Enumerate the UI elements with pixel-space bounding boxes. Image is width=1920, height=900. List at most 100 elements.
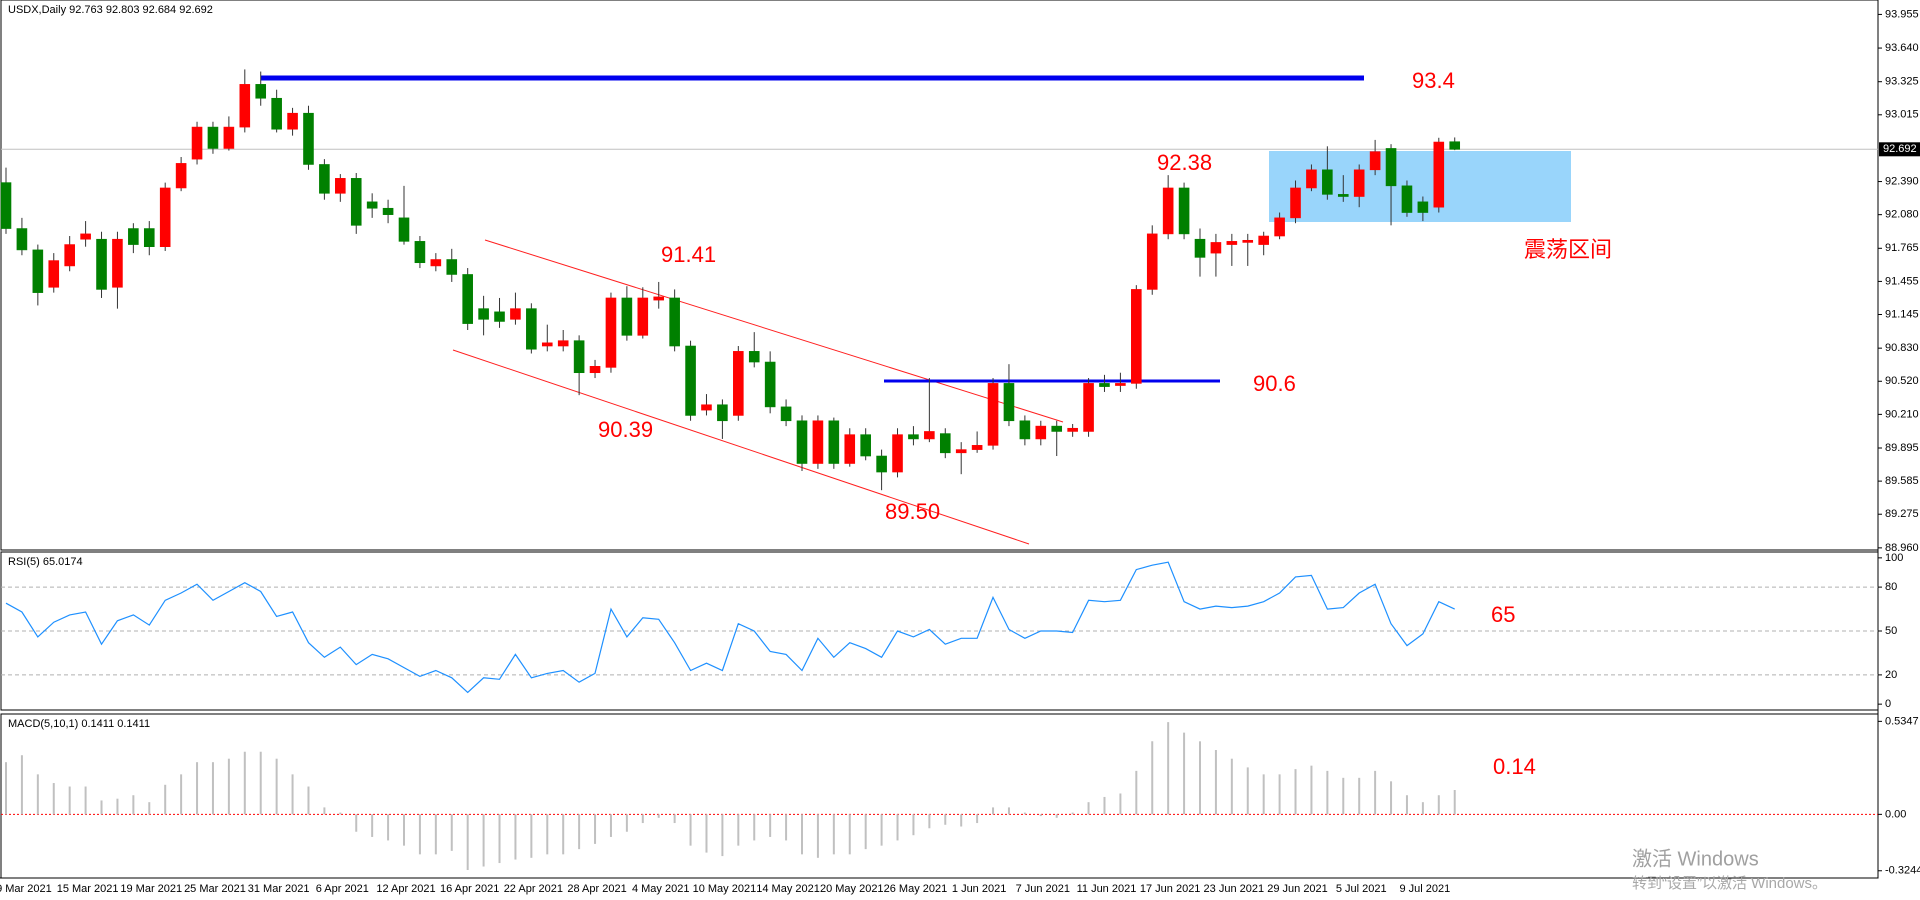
marks [0,69,1461,870]
candle-body [1401,185,1413,213]
candle-body [175,163,187,189]
y-tick-label: 91.455 [1885,275,1919,287]
candle-body [876,455,887,473]
pane-title: RSI(5) 65.0174 [8,556,83,568]
channel-upper [484,239,1064,423]
candle-body [80,233,91,240]
y-tick-label: 88.960 [1885,542,1919,554]
candle-body [128,228,139,245]
candle-body [303,112,314,165]
x-tick-label: 17 Jun 2021 [1140,883,1201,895]
candle-body [780,406,792,422]
last-price-label: 92.692 [1883,143,1917,155]
y-tick-label: 0.00 [1885,808,1906,820]
y-tick-label: 93.015 [1885,109,1919,121]
candle-body [1099,383,1110,387]
y-tick-label: 100 [1885,552,1903,564]
candle-body [1210,242,1222,254]
annotation: 89.50 [885,499,940,524]
candle-body [621,297,633,336]
x-tick-label: 16 Apr 2021 [440,883,499,895]
candle-body [828,420,840,464]
y-tick-label: 93.955 [1885,8,1919,20]
annotation: 93.4 [1412,68,1455,93]
candle-body [701,404,712,411]
y-tick-label: 90.830 [1885,342,1919,354]
candle-body [398,217,410,242]
candle-body [924,431,935,440]
candle-body [112,238,123,288]
candle-body [510,308,521,320]
candle-body [748,351,760,363]
y-tick-label: 89.585 [1885,475,1919,487]
candle-body [382,207,394,215]
y-tick-label: 90.210 [1885,408,1919,420]
candle-body [717,404,728,422]
candle-body [573,340,585,374]
candle-body [1369,151,1381,171]
y-tick-label: 0 [1885,698,1891,710]
x-tick-label: 28 Apr 2021 [567,883,626,895]
candle-body [1131,289,1142,384]
candle-body [526,308,537,350]
x-tick-label: 11 Jun 2021 [1077,883,1137,895]
candle-body [159,187,171,247]
candle-body [685,345,696,416]
candle-body [1417,201,1429,213]
y-tick-label: 92.390 [1885,175,1919,187]
candle-body [271,97,282,130]
candle-body [971,445,983,450]
candle-body [1274,217,1285,237]
candle-body [557,340,569,347]
x-tick-label: 20 May 2021 [820,883,884,895]
candle-body [32,249,44,293]
candle-body [955,449,967,454]
annotation: 90.39 [598,417,653,442]
candle-body [319,164,330,194]
candle-body [366,201,378,209]
x-tick-label: 9 Jul 2021 [1399,883,1450,895]
candle-body [1051,425,1063,432]
candle-body [860,434,871,457]
candle-body [446,259,458,275]
x-tick-label: 31 Mar 2021 [248,883,310,895]
annotation: 0.14 [1493,754,1536,779]
x-tick-label: 9 Mar 2021 [0,883,52,895]
y-tick-label: 0.5347 [1885,715,1919,727]
x-tick-label: 12 Apr 2021 [376,883,435,895]
annotation: 92.38 [1157,150,1212,175]
y-tick-label: 50 [1885,625,1897,637]
x-tick-label: 23 Jun 2021 [1204,883,1265,895]
x-tick-label: 19 Mar 2021 [120,883,182,895]
candle-body [637,297,649,336]
x-tick-label: 25 Mar 2021 [184,883,246,895]
candle-body [239,84,251,128]
candle-body [1083,383,1094,432]
candle-body [1449,141,1461,150]
annotation: 90.6 [1253,371,1296,396]
candle-body [335,178,346,194]
y-tick-label: -0.3244 [1885,865,1920,877]
y-tick-label: 91.145 [1885,308,1919,320]
x-tick-label: 7 Jun 2021 [1016,883,1070,895]
candle-body [669,297,680,347]
candle-body [430,259,442,267]
candle-body [223,126,235,149]
candle-body [350,178,362,226]
candle-body [48,260,60,288]
candle-body [255,84,267,99]
pane-title: USDX,Daily 92.763 92.803 92.684 92.692 [8,4,213,16]
x-tick-label: 14 May 2021 [756,883,820,895]
pane-title: MACD(5,10,1) 0.1411 0.1411 [8,718,150,730]
candle-body [1433,141,1445,208]
last-price-box [1879,142,1920,157]
y-tick-label: 93.640 [1885,42,1919,54]
candle-body [1385,148,1397,187]
candle-body [1019,420,1031,440]
y-tick-label: 91.765 [1885,242,1919,254]
candle-body [541,342,553,347]
y-tick-label: 89.275 [1885,508,1919,520]
annotation: 震荡区间 [1524,237,1612,262]
